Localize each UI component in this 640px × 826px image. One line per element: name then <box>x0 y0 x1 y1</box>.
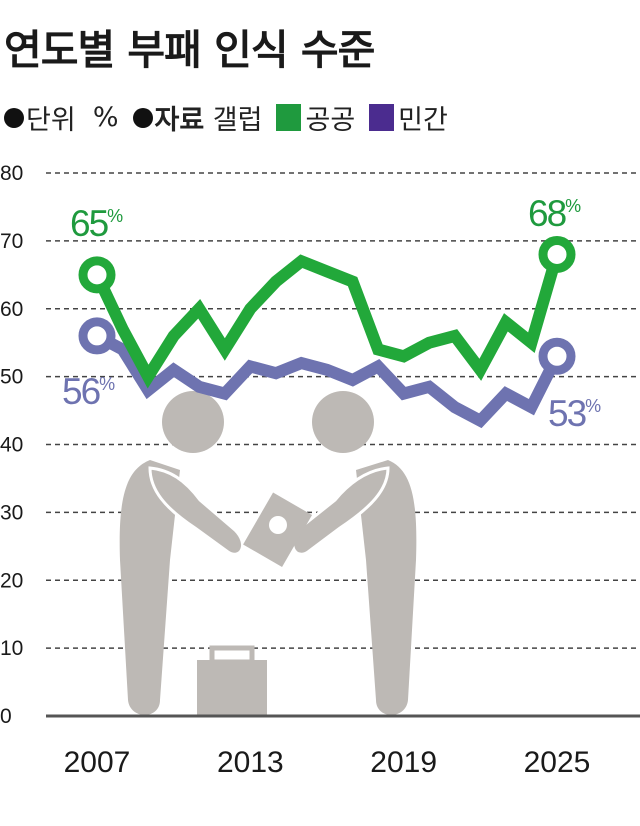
unit-label: 단위 <box>26 105 76 136</box>
y-axis: 0 10 20 30 40 50 60 70 80 <box>0 162 23 728</box>
private-swatch-icon <box>369 104 395 131</box>
public-end-label: 68% <box>528 193 581 234</box>
y-tick-label: 50 <box>0 366 23 389</box>
public-start-marker <box>78 256 116 294</box>
private-start-marker <box>78 317 116 355</box>
public-start-label: 65% <box>70 203 123 244</box>
private-start-label: 56% <box>62 371 115 412</box>
y-tick-label: 70 <box>0 230 23 253</box>
public-swatch-icon <box>276 104 302 131</box>
y-tick-label: 60 <box>0 298 23 321</box>
x-tick-label: 2007 <box>64 746 131 779</box>
right-body <box>356 460 417 715</box>
chart-title: 연도별 부패 인식 수준 <box>4 26 375 74</box>
source-label: 자료 <box>154 105 205 136</box>
public-line <box>91 252 563 389</box>
left-body <box>119 460 180 715</box>
source-value: 갤럽 <box>212 105 263 136</box>
y-tick-label: 80 <box>0 162 23 185</box>
x-tick-label: 2013 <box>217 746 284 779</box>
money-coin <box>269 516 287 534</box>
left-arm <box>148 466 245 556</box>
public-end-marker <box>538 235 576 273</box>
right-arm <box>291 466 390 556</box>
x-axis-labels: 2007 2013 2019 2025 <box>64 746 591 779</box>
y-tick-label: 40 <box>0 434 23 457</box>
legend: 단위 % 자료 갤럽 공공 민간 <box>4 98 448 137</box>
legend-private: 민간 <box>398 105 448 136</box>
bullet-icon <box>132 107 153 128</box>
briefcase-handle <box>209 645 255 665</box>
legend-public: 공공 <box>305 105 356 136</box>
private-line <box>94 330 563 429</box>
handshake-bribe-illustration <box>119 391 417 715</box>
right-head-icon <box>312 391 374 453</box>
private-end-marker <box>538 337 576 375</box>
x-tick-label: 2019 <box>370 746 437 779</box>
private-end-label: 53% <box>548 393 601 434</box>
y-tick-label: 0 <box>0 705 12 728</box>
briefcase-icon <box>197 660 267 715</box>
left-head-icon <box>162 391 224 453</box>
y-tick-label: 10 <box>0 637 23 660</box>
x-tick-label: 2025 <box>524 746 591 779</box>
y-tick-label: 30 <box>0 501 23 524</box>
y-tick-label: 20 <box>0 569 23 592</box>
bullet-icon <box>4 107 24 128</box>
unit-value: % <box>92 102 119 133</box>
